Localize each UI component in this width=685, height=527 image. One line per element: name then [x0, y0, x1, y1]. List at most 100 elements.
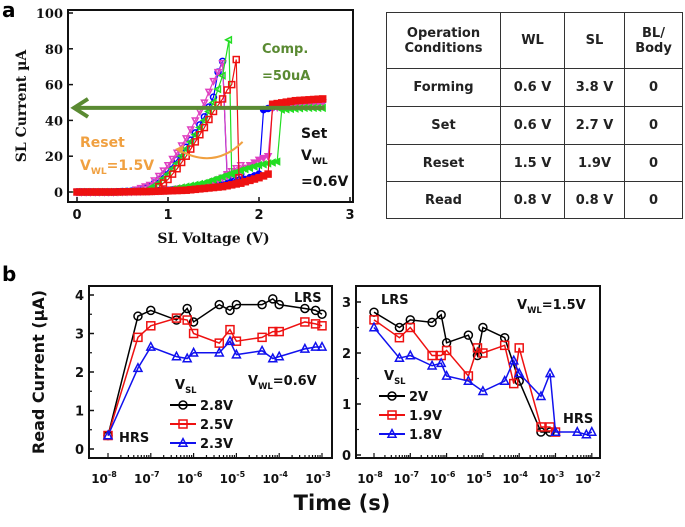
data-point: [164, 175, 172, 184]
data-point: [235, 166, 244, 175]
data-point: [237, 179, 245, 187]
data-point: [535, 390, 547, 401]
data-point: [145, 340, 157, 351]
data-point: [181, 144, 190, 154]
legend-label: 2.3V: [200, 437, 233, 452]
data-point: [213, 68, 223, 77]
data-point: [257, 299, 267, 310]
data-point: [472, 343, 483, 353]
x-tick-label: 0: [72, 208, 81, 223]
cell: 3.8 V: [564, 68, 625, 107]
series-line: [107, 339, 322, 436]
reset-arrow: [176, 141, 244, 160]
data-point: [163, 169, 172, 179]
legend-label: 1.9V: [409, 409, 442, 424]
data-point: [150, 177, 159, 186]
data-point: [317, 309, 327, 319]
x-tick-label: 10-5: [466, 470, 492, 486]
data-point: [182, 303, 192, 314]
data-point: [436, 310, 446, 320]
data-point: [154, 172, 164, 181]
data-point: [536, 427, 546, 437]
y-tick-label: 80: [45, 43, 63, 58]
data-point: [194, 123, 203, 132]
plot-frame: [355, 285, 601, 459]
x-tick-label: 10-6: [177, 470, 203, 486]
data-point: [200, 123, 209, 132]
data-point: [188, 346, 199, 357]
data-point: [133, 332, 143, 343]
vwl-label: VWL=0.6V: [248, 374, 317, 391]
data-point: [146, 321, 156, 331]
data-point: [478, 348, 488, 358]
data-point: [274, 299, 284, 310]
set-vwl-label: VWL: [301, 148, 328, 167]
cell: Reset: [386, 144, 501, 182]
data-point: [250, 159, 259, 168]
data-point: [318, 95, 327, 103]
data-point: [273, 350, 285, 361]
data-point: [172, 159, 181, 168]
data-point: [171, 313, 182, 323]
series-line: [373, 319, 557, 433]
series-line: [107, 317, 323, 436]
cell: Set: [386, 106, 501, 145]
x-tick-label: 10-3: [305, 470, 331, 486]
data-point: [368, 321, 380, 332]
data-point: [232, 55, 240, 64]
y-tick-label: 1: [342, 398, 351, 413]
data-point: [463, 375, 474, 385]
data-point: [214, 299, 225, 310]
hrs-label: HRS: [563, 412, 593, 427]
y-tick-label: 0: [342, 449, 351, 464]
data-point: [499, 375, 510, 385]
set-vwl-value: =0.6V: [301, 174, 349, 190]
data-point: [191, 117, 200, 126]
data-point: [435, 357, 447, 368]
x-tick-label: 10-5: [220, 470, 246, 486]
y-tick-label: 1: [75, 405, 84, 420]
legend-label: 2V: [409, 390, 428, 405]
y-tick-label: 100: [36, 7, 63, 22]
data-point: [477, 385, 489, 396]
data-point: [188, 317, 199, 327]
data-point: [231, 299, 242, 310]
data-point: [181, 135, 191, 144]
x-tick-label: 10-8: [357, 470, 383, 486]
data-point: [427, 350, 437, 361]
data-point: [186, 126, 195, 135]
data-point: [463, 371, 474, 381]
data-point: [272, 157, 281, 166]
table-header-row: Operation Conditions WL SL BL/ Body: [386, 12, 683, 69]
operation-conditions-table: Operation Conditions WL SL BL/ Body Form…: [386, 12, 683, 219]
data-point: [394, 352, 405, 363]
data-point: [463, 330, 474, 340]
data-point: [232, 164, 241, 174]
panel-label-a: a: [2, 0, 16, 22]
data-point: [545, 422, 555, 432]
x-tick-label: 10-3: [539, 470, 565, 486]
data-point: [167, 164, 176, 173]
legend-marker: [387, 391, 397, 401]
x-tick-label: 3: [345, 208, 354, 223]
data-point: [508, 354, 519, 365]
legend-label: 1.8V: [409, 428, 442, 443]
cell: 0.6 V: [500, 106, 565, 145]
cell: 0: [624, 144, 683, 182]
x-tick-label: 10-4: [262, 470, 288, 486]
y-tick-label: 4: [75, 289, 84, 304]
data-point: [199, 116, 208, 125]
data-point: [478, 322, 488, 333]
data-point: [218, 59, 227, 69]
data-point: [586, 426, 598, 436]
legend-marker: [387, 410, 397, 420]
data-point: [427, 317, 437, 328]
series-line: [373, 311, 551, 433]
compliance-label: Comp.: [262, 42, 308, 57]
cell: Forming: [386, 68, 501, 107]
y-axis-label: Read Current (µA): [29, 290, 48, 454]
y-tick-label: 3: [75, 328, 84, 343]
